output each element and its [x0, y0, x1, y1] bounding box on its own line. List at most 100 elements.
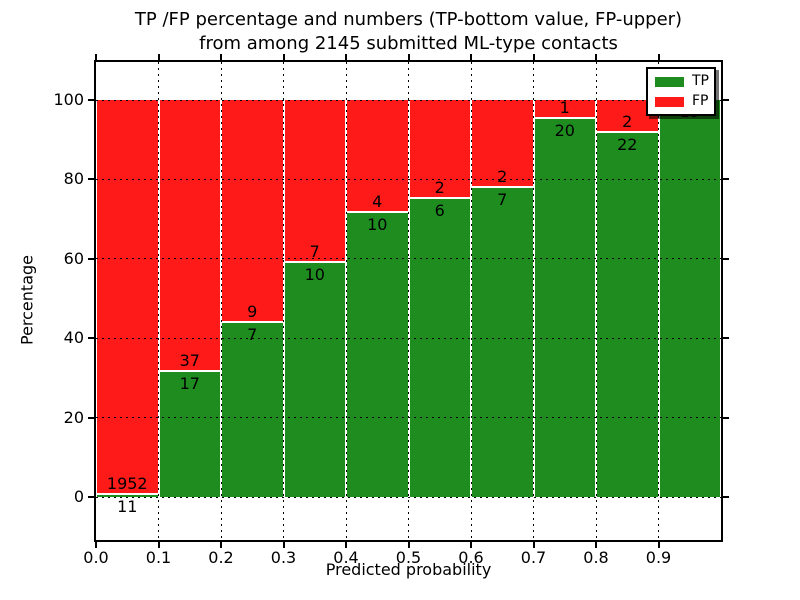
fp-count-label: 4: [372, 192, 383, 212]
y-tick-right: [723, 337, 729, 340]
x-tick-label: 0.0: [83, 548, 109, 567]
fp-count-label: 1: [559, 97, 570, 117]
y-tick-right: [723, 178, 729, 181]
fp-count-label: 2: [497, 167, 508, 187]
bar-tp-bin-0.4: [347, 213, 408, 497]
fp-count-label: 9: [247, 302, 258, 322]
x-tick-bottom: [157, 542, 160, 548]
bar-tp-bin-0.2: [222, 323, 283, 497]
x-tick-bottom: [532, 542, 535, 548]
y-tick-label: 20: [63, 407, 84, 427]
x-tick-top: [657, 54, 660, 60]
legend-label-tp: TP: [692, 73, 709, 89]
bar-tp-bin-0.6: [472, 188, 533, 497]
gridline-vertical: [220, 62, 222, 540]
bar-fp-bin-0.4: [347, 100, 408, 212]
x-tick-label: 0.7: [520, 548, 547, 567]
bar-tp-bin-0: [97, 494, 158, 497]
tp-count-label: 22: [617, 135, 638, 155]
legend-label-fp: FP: [692, 93, 709, 109]
x-tick-bottom: [345, 542, 347, 548]
x-tick-bottom: [407, 542, 410, 548]
fp-color-swatch: [655, 96, 684, 107]
x-tick-top: [282, 54, 285, 60]
x-tick-bottom: [282, 542, 285, 548]
y-tick-right: [723, 257, 729, 260]
bar-fp-bin-0.6: [472, 100, 533, 187]
gridline-vertical: [533, 62, 534, 540]
y-tick-label: 100: [53, 90, 84, 109]
bar-tp-bin-0.5: [409, 199, 470, 497]
gridline-horizontal: [96, 337, 721, 339]
x-tick-top: [345, 54, 347, 60]
tp-color-swatch: [655, 76, 684, 87]
legend-item-fp: FP: [655, 93, 709, 109]
y-tick-right: [723, 416, 729, 419]
x-tick-bottom: [657, 542, 660, 548]
x-tick-label: 0.4: [333, 548, 359, 567]
x-tick-bottom: [595, 542, 597, 548]
fp-count-label: 2: [434, 178, 445, 198]
gridline-horizontal: [96, 496, 721, 498]
y-tick-right: [723, 496, 729, 498]
y-tick-left: [88, 416, 94, 419]
chart-title-line2: from among 2145 submitted ML-type contac…: [199, 33, 618, 54]
fp-count-label: 2: [622, 112, 633, 132]
x-tick-top: [532, 54, 535, 60]
y-tick-label: 60: [63, 248, 84, 268]
chart-title-line1: TP /FP percentage and numbers (TP-bottom…: [134, 9, 683, 30]
y-tick-left: [88, 257, 94, 260]
bar-tp-bin-0.1: [159, 372, 220, 497]
x-tick-label: 0.6: [458, 548, 484, 567]
y-tick-label: 80: [63, 169, 84, 189]
gridline-vertical: [345, 62, 347, 540]
x-tick-label: 0.8: [583, 548, 609, 567]
tp-count-label: 7: [497, 190, 508, 210]
x-tick-top: [220, 54, 222, 60]
tp-count-label: 20: [554, 120, 575, 140]
bar-fp-bin-0: [97, 100, 158, 493]
x-tick-bottom: [95, 542, 97, 548]
legend: TP FP: [646, 67, 716, 116]
fp-count-label: 1952: [106, 473, 148, 493]
y-tick-left: [88, 99, 94, 101]
bar-tp-bin-0.3: [284, 263, 345, 497]
x-tick-label: 0.9: [645, 548, 672, 567]
bar-tp-bin-0.9: [659, 100, 720, 497]
y-tick-left: [88, 337, 94, 340]
tp-count-label: 10: [304, 265, 325, 285]
gridline-horizontal: [96, 99, 721, 101]
gridline-vertical: [408, 62, 409, 540]
bar-fp-bin-0.7: [534, 100, 595, 117]
tp-count-label: 7: [247, 325, 258, 345]
y-axis-label: Percentage: [17, 254, 37, 346]
y-tick-label: 40: [63, 328, 84, 348]
x-tick-bottom: [220, 542, 222, 548]
y-tick-left: [88, 496, 94, 498]
fp-count-label: 37: [179, 351, 200, 371]
legend-item-tp: TP: [655, 73, 709, 89]
gridline-horizontal: [96, 417, 721, 419]
x-tick-label: 0.5: [395, 548, 422, 567]
x-tick-label: 0.1: [145, 548, 172, 567]
tp-count-label: 6: [434, 201, 445, 221]
x-tick-bottom: [470, 542, 472, 548]
x-tick-top: [595, 54, 597, 60]
gridline-horizontal: [96, 258, 721, 260]
gridline-vertical: [595, 62, 597, 540]
gridline-vertical: [158, 62, 159, 540]
x-tick-top: [470, 54, 472, 60]
chart-title: TP /FP percentage and numbers (TP-bottom…: [96, 8, 721, 56]
gridline-vertical: [658, 62, 659, 540]
gridline-vertical: [283, 62, 284, 540]
tp-count-label: 11: [117, 496, 138, 516]
x-tick-label: 0.2: [208, 548, 234, 567]
bar-fp-bin-0.5: [409, 100, 470, 198]
x-axis-label: Predicted probability: [325, 560, 492, 579]
tp-count-label: 10: [367, 215, 388, 235]
fp-count-label: 7: [309, 242, 320, 262]
x-tick-top: [157, 54, 160, 60]
x-tick-top: [95, 54, 97, 60]
gridline-horizontal: [96, 178, 721, 180]
